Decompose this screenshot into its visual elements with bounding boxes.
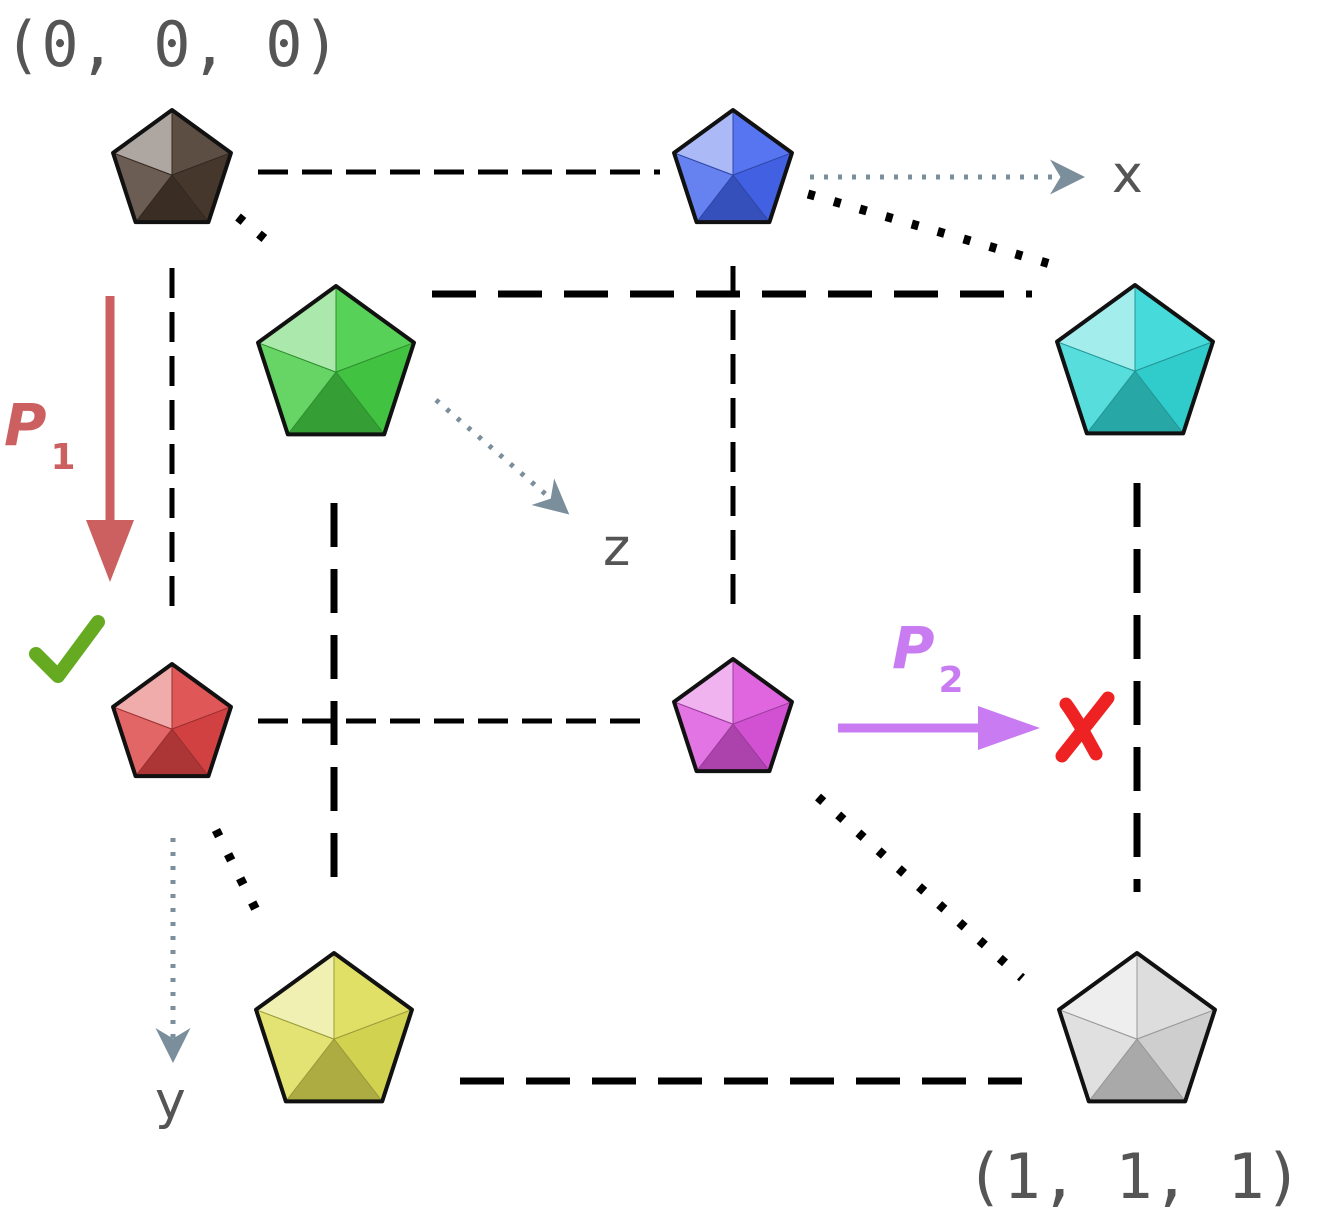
green-pentagon-gem-icon <box>256 284 416 437</box>
far-corner-label: (1, 1, 1) <box>966 1140 1302 1213</box>
check-icon <box>25 611 109 687</box>
path-1-arrow <box>86 296 134 582</box>
y-axis-label: y <box>155 1071 186 1131</box>
gem-vertices <box>111 108 1217 1104</box>
edge-black-green <box>235 213 279 252</box>
white-pentagon-gem-icon <box>1057 951 1217 1104</box>
black-pentagon-gem-icon <box>111 108 233 225</box>
red-pentagon-gem-icon <box>111 662 233 779</box>
cube-edges <box>169 169 1141 1085</box>
origin-label: (0, 0, 0) <box>4 8 340 81</box>
z-axis-arrow <box>434 398 570 515</box>
edge-magenta-white <box>815 793 1025 982</box>
axes <box>155 159 1085 1063</box>
magenta-pentagon-gem-icon <box>672 657 794 774</box>
path-2-arrow <box>838 706 1040 750</box>
yellow-pentagon-gem-icon <box>254 951 414 1104</box>
cyan-pentagon-gem-icon <box>1055 283 1215 436</box>
x-axis-label: x <box>1112 145 1143 205</box>
cross-icon <box>1055 691 1115 763</box>
edge-blue-cyan <box>806 189 1066 273</box>
edge-red-yellow <box>211 827 261 913</box>
blue-pentagon-gem-icon <box>672 108 794 225</box>
z-axis-label: z <box>603 518 630 578</box>
